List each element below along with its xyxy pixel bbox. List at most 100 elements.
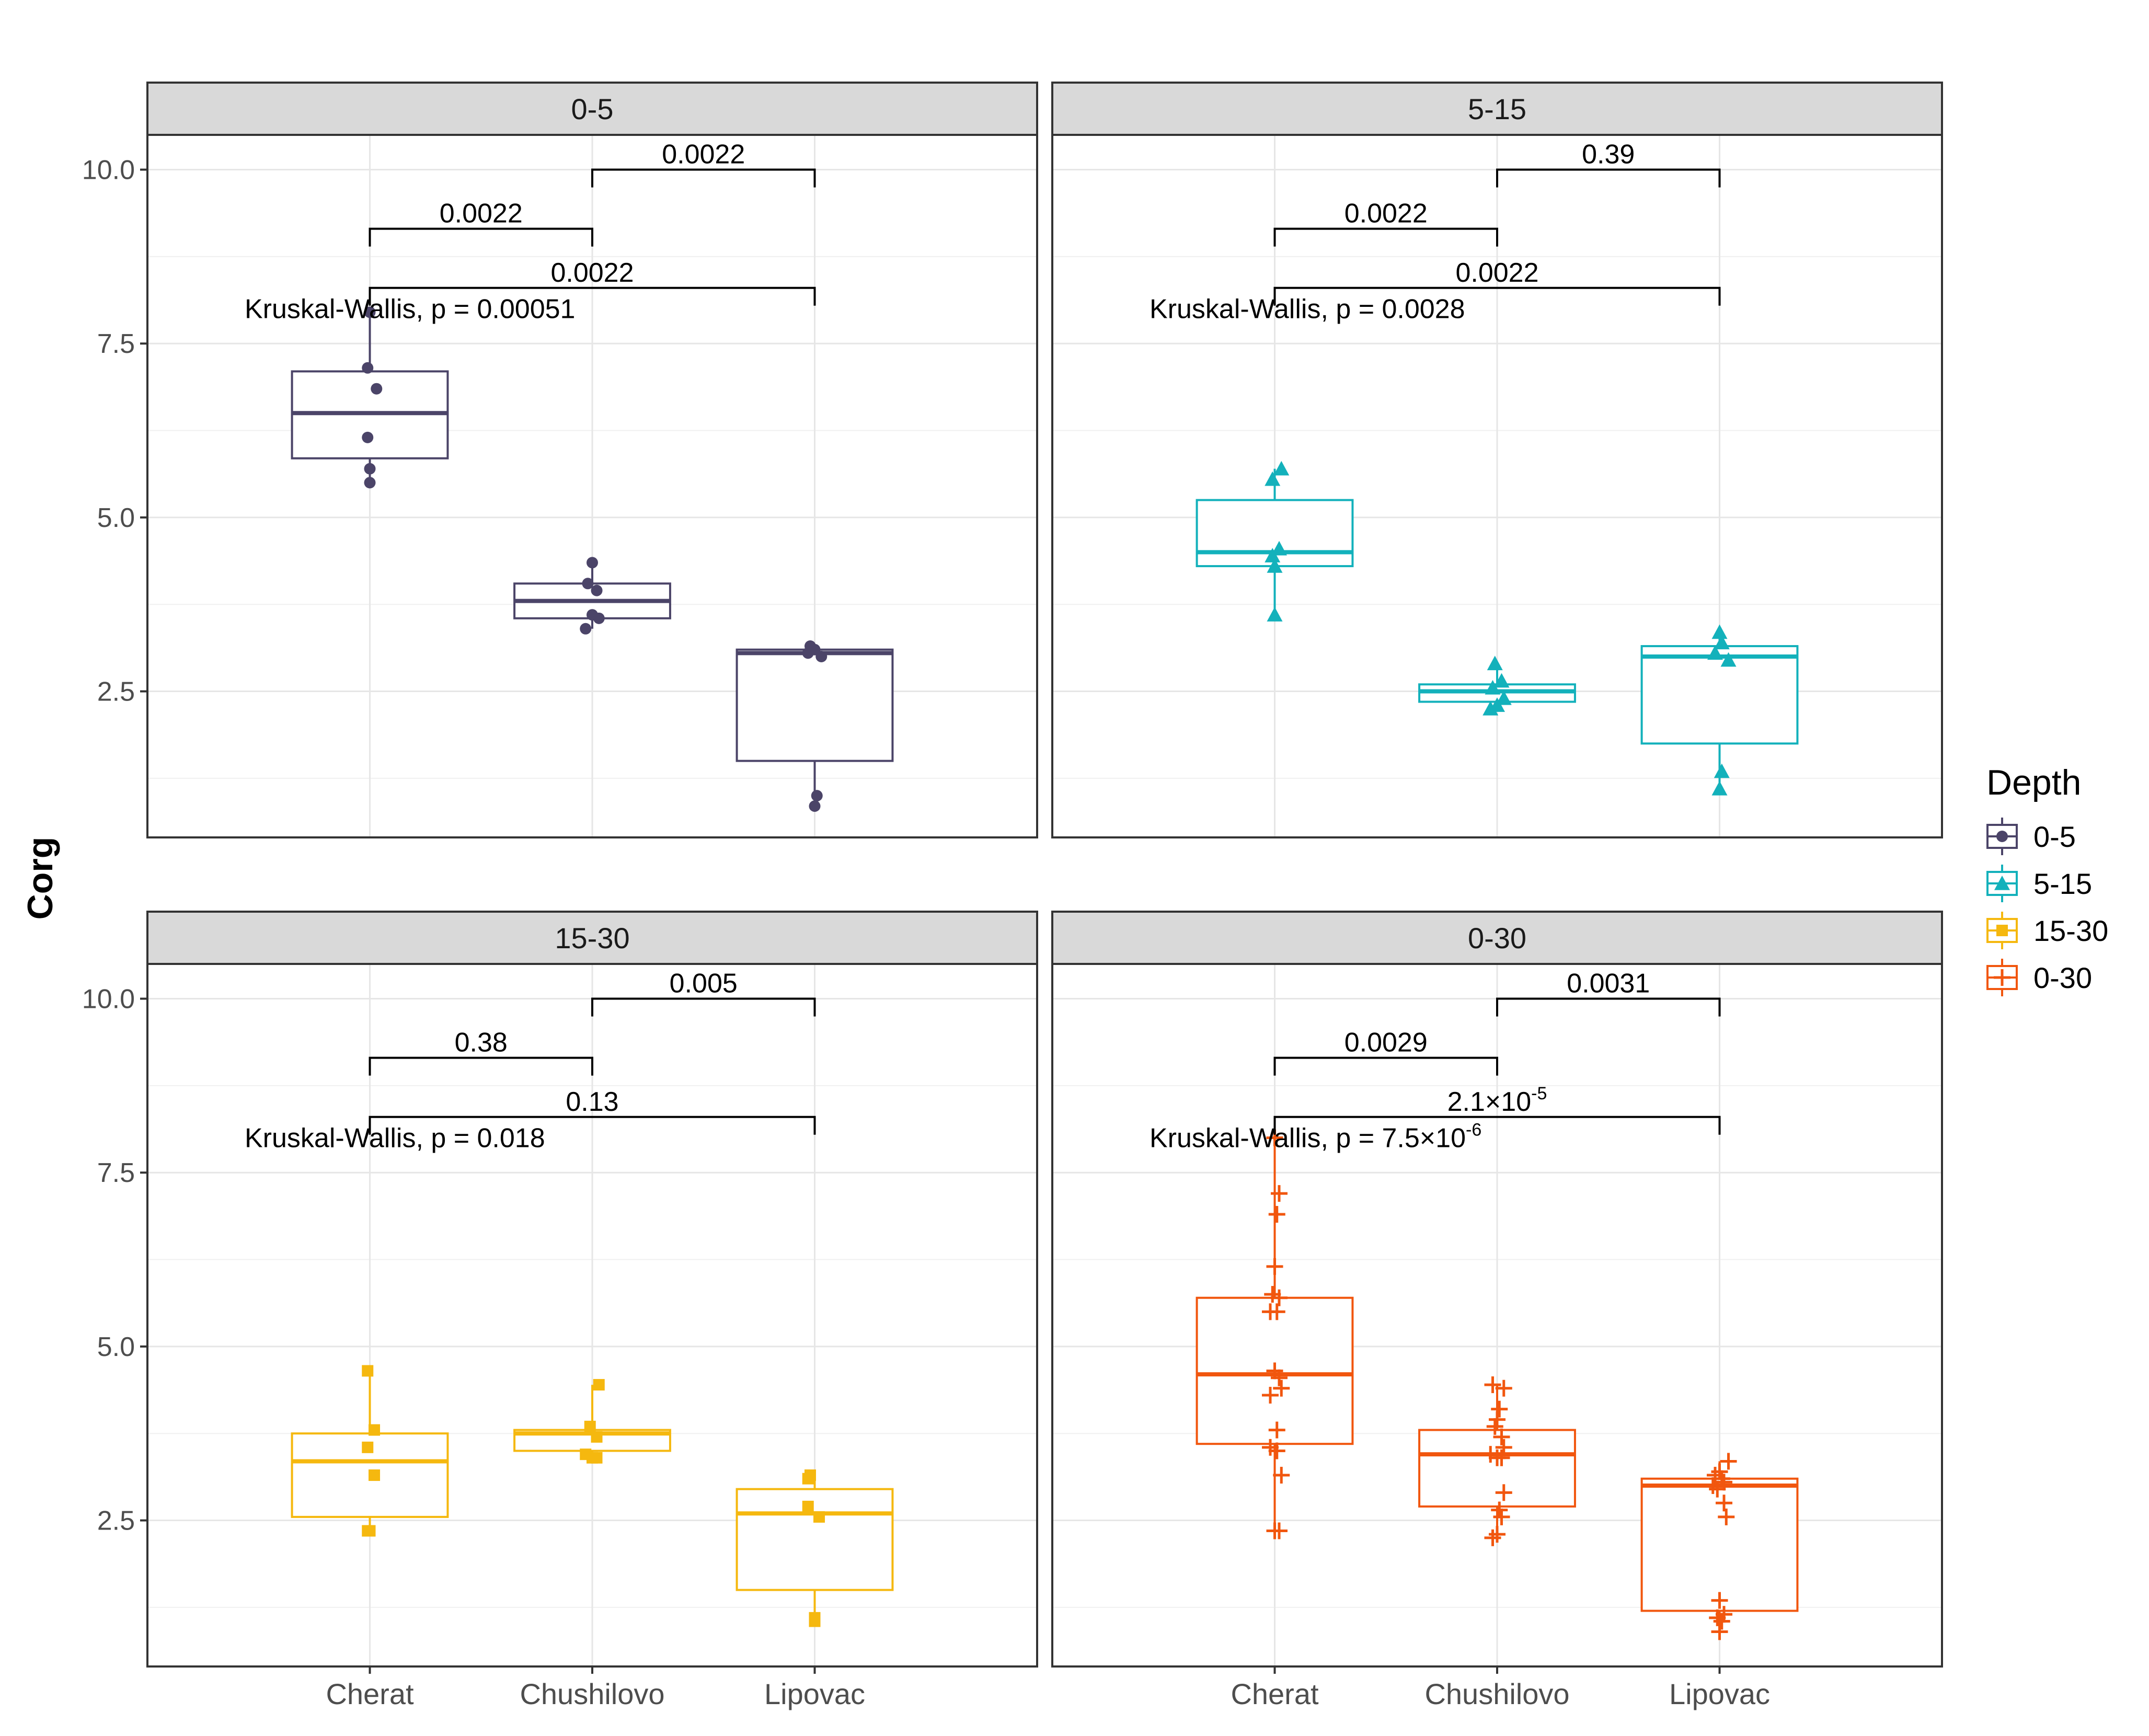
facet-strip-label: 15-30	[555, 922, 629, 955]
data-point	[1271, 1369, 1288, 1386]
legend-label: 15-30	[2033, 914, 2108, 947]
bracket-line	[369, 1116, 816, 1135]
data-point	[1493, 1508, 1510, 1525]
comparison-bracket: 0.0031	[1496, 969, 1721, 1017]
y-axis-title: Corg	[20, 837, 60, 920]
x-tick-label: Lipovac	[764, 1677, 865, 1710]
data-point	[1720, 1453, 1737, 1470]
data-point	[809, 800, 821, 812]
data-point	[815, 651, 828, 663]
comparison-p-value: 0.0029	[1344, 1028, 1428, 1058]
data-point	[1484, 1529, 1501, 1546]
y-tick-label: 5.0	[97, 503, 135, 533]
data-point	[1491, 1400, 1508, 1418]
box-Cherat	[291, 306, 449, 489]
y-tick-label: 10.0	[82, 984, 135, 1015]
x-tick-label: Cherat	[326, 1677, 414, 1710]
facet-strip	[146, 911, 1038, 965]
data-point	[1268, 1442, 1285, 1459]
data-point	[362, 1525, 374, 1537]
x-tick-label: Lipovac	[1669, 1677, 1770, 1710]
box-Cherat	[1196, 1129, 1354, 1539]
comparison-bracket: 0.38	[369, 1028, 593, 1076]
legend-entry-0-5: 0-5	[1986, 818, 2076, 855]
data-point	[1495, 1484, 1512, 1501]
comparison-bracket: 0.0022	[591, 140, 816, 188]
data-point	[1996, 925, 2008, 936]
data-point	[371, 383, 383, 395]
box-iqr	[736, 1488, 894, 1591]
comparison-bracket: 0.005	[591, 969, 816, 1017]
data-point	[364, 306, 376, 318]
legend-entry-5-15: 5-15	[1986, 865, 2092, 902]
facet-strip	[1051, 82, 1943, 136]
comparison-p-value: 0.0022	[440, 199, 523, 229]
box-iqr	[1640, 1477, 1799, 1612]
data-point	[1266, 1258, 1283, 1275]
data-point	[1714, 763, 1730, 778]
data-point	[584, 1420, 596, 1432]
data-point	[1495, 1439, 1512, 1456]
bracket-line	[1496, 997, 1721, 1017]
bracket-line	[1273, 1056, 1498, 1076]
data-point	[1265, 471, 1281, 486]
data-point	[1709, 1480, 1726, 1498]
comparison-bracket: 0.0029	[1273, 1028, 1498, 1076]
comparison-p-value: 0.0031	[1567, 969, 1650, 999]
data-point	[1711, 1623, 1728, 1640]
data-point	[580, 623, 592, 635]
comparison-p-value: 0.0022	[662, 140, 745, 170]
comparison-bracket: 0.0022	[369, 258, 816, 306]
box-Cherat	[291, 1365, 449, 1537]
data-point	[1267, 558, 1283, 573]
data-point	[1994, 969, 2010, 986]
data-point	[1271, 1185, 1288, 1202]
data-point	[1493, 673, 1510, 688]
data-point	[1720, 652, 1737, 667]
bracket-line	[369, 1056, 593, 1076]
comparison-p-value: 2.1×10-5	[1447, 1084, 1547, 1117]
data-point	[587, 557, 598, 569]
legend-entry-15-30: 15-30	[1986, 912, 2108, 949]
box-Lipovac	[736, 640, 894, 812]
data-point	[811, 790, 823, 802]
data-point	[1495, 1379, 1512, 1397]
bracket-line	[1496, 168, 1721, 188]
data-point	[1711, 780, 1728, 796]
data-point	[1994, 876, 2010, 890]
kruskal-exponent: -6	[1466, 1120, 1481, 1140]
bracket-line	[1273, 286, 1721, 306]
data-point	[1271, 1522, 1288, 1539]
data-point	[1273, 1379, 1290, 1397]
facet-strip-label: 0-5	[571, 93, 614, 125]
data-point	[1996, 831, 2008, 842]
bracket-line	[591, 997, 816, 1017]
data-point	[1487, 656, 1503, 671]
data-point	[362, 362, 374, 374]
data-point	[1271, 541, 1288, 556]
legend-title: Depth	[1986, 763, 2081, 802]
comparison-bracket: 2.1×10-5	[1273, 1084, 1721, 1135]
legend-entry-0-30: 0-30	[1986, 959, 2092, 996]
x-tick-label: Cherat	[1231, 1677, 1319, 1710]
data-point	[1493, 1449, 1510, 1466]
kruskal-wallis-label: Kruskal-Wallis, p = 7.5×10-6	[1150, 1120, 1481, 1154]
data-point	[362, 1365, 374, 1377]
kruskal-wallis-label: Kruskal-Wallis, p = 0.0028	[1150, 294, 1465, 325]
comparison-bracket: 0.0022	[369, 199, 593, 247]
facet-panel-5-15: 5-15 0.39 0.0022 0.0022 Kruskal-Wallis, p = …	[1051, 82, 1943, 838]
legend-label: 0-30	[2033, 961, 2092, 994]
panel-border	[146, 134, 1038, 838]
data-point	[591, 1452, 603, 1464]
bracket-line	[369, 227, 593, 247]
x-tick-label: Chushilovo	[1424, 1677, 1569, 1710]
data-point	[369, 1469, 381, 1481]
facet-panel-0-30: 0-30 0.0031 0.0029 2.1×10-5Kruskal-Wallis, …	[1051, 911, 1943, 1668]
comparison-p-value: 0.005	[670, 969, 738, 999]
data-point	[369, 1424, 381, 1436]
comparison-bracket: 0.0022	[1273, 258, 1721, 306]
data-point	[362, 1441, 374, 1453]
box-Chushilovo	[1418, 1376, 1576, 1546]
comparison-bracket: 0.39	[1496, 140, 1721, 188]
comparison-p-value: 0.0022	[1344, 199, 1428, 229]
